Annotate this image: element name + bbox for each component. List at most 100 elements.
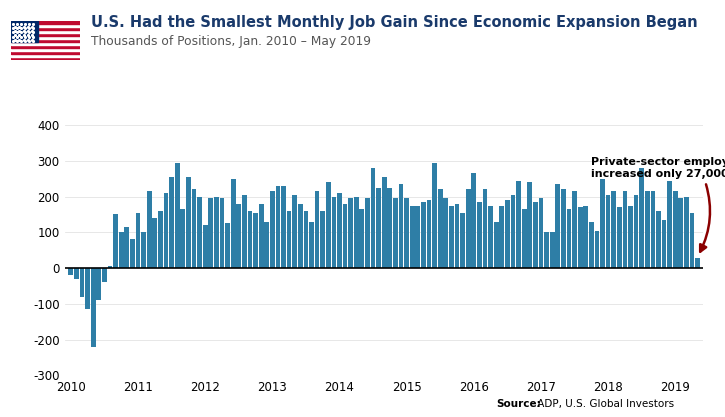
Bar xyxy=(370,168,376,268)
Bar xyxy=(449,206,454,268)
Bar xyxy=(432,163,437,268)
Bar xyxy=(483,189,487,268)
Bar xyxy=(348,198,353,268)
Bar xyxy=(376,188,381,268)
Bar xyxy=(656,211,661,268)
Bar xyxy=(354,196,359,268)
Bar xyxy=(11,30,80,33)
Bar xyxy=(667,181,672,268)
Bar xyxy=(673,191,678,268)
Bar xyxy=(634,195,639,268)
Bar xyxy=(337,193,342,268)
Bar xyxy=(203,225,207,268)
Bar xyxy=(11,27,80,30)
Bar xyxy=(130,239,135,268)
Bar xyxy=(315,191,320,268)
Bar xyxy=(281,186,286,268)
Bar xyxy=(191,189,196,268)
Bar xyxy=(343,204,347,268)
Bar xyxy=(522,209,526,268)
Bar xyxy=(265,221,269,268)
Bar xyxy=(628,206,633,268)
Bar xyxy=(623,191,627,268)
Bar xyxy=(158,211,163,268)
Bar xyxy=(11,54,80,58)
Bar xyxy=(331,196,336,268)
Bar xyxy=(304,211,308,268)
Bar xyxy=(74,268,79,279)
Bar xyxy=(421,202,426,268)
Bar xyxy=(589,221,594,268)
Bar xyxy=(152,218,157,268)
Bar xyxy=(298,204,302,268)
Bar xyxy=(214,196,219,268)
Bar xyxy=(11,39,80,42)
Bar xyxy=(286,211,291,268)
Bar xyxy=(169,177,174,268)
Bar xyxy=(181,209,185,268)
Bar xyxy=(645,191,650,268)
Bar xyxy=(11,45,80,48)
Bar xyxy=(617,207,621,268)
Bar xyxy=(242,195,246,268)
Bar xyxy=(102,268,107,282)
Bar xyxy=(533,202,538,268)
Bar xyxy=(544,232,549,268)
Bar xyxy=(197,196,202,268)
Text: Source:: Source: xyxy=(497,399,542,409)
Bar xyxy=(662,220,666,268)
Bar xyxy=(550,232,555,268)
Bar xyxy=(505,200,510,268)
Bar xyxy=(684,196,689,268)
Bar xyxy=(136,213,141,268)
Bar xyxy=(119,232,123,268)
Bar xyxy=(695,259,700,268)
Bar xyxy=(572,191,577,268)
Bar xyxy=(225,224,230,268)
Bar xyxy=(399,184,403,268)
Bar xyxy=(460,213,465,268)
Bar xyxy=(539,198,543,268)
Bar xyxy=(555,184,560,268)
Bar xyxy=(147,191,152,268)
Bar xyxy=(186,177,191,268)
Text: Thousands of Positions, Jan. 2010 – May 2019: Thousands of Positions, Jan. 2010 – May … xyxy=(91,35,370,48)
Bar xyxy=(320,211,325,268)
Bar xyxy=(516,181,521,268)
Bar xyxy=(220,198,224,268)
Bar xyxy=(488,206,493,268)
Bar xyxy=(247,211,252,268)
Bar xyxy=(107,266,112,268)
Bar xyxy=(594,231,600,268)
Bar xyxy=(477,202,482,268)
Bar xyxy=(444,198,448,268)
Bar xyxy=(11,58,80,60)
Bar xyxy=(80,268,84,296)
Bar xyxy=(141,232,146,268)
Bar xyxy=(164,193,168,268)
Text: Private-sector employment
increased only 27,000 April to May: Private-sector employment increased only… xyxy=(592,157,725,252)
Bar xyxy=(259,204,263,268)
Bar xyxy=(500,206,504,268)
Bar xyxy=(309,221,314,268)
Bar xyxy=(175,163,180,268)
Bar xyxy=(426,200,431,268)
Bar xyxy=(231,179,236,268)
Bar xyxy=(125,227,129,268)
Text: U.S. Had the Smallest Monthly Job Gain Since Economic Expansion Began: U.S. Had the Smallest Monthly Job Gain S… xyxy=(91,15,697,30)
Bar xyxy=(96,268,102,300)
Bar xyxy=(253,213,258,268)
Bar xyxy=(11,21,80,24)
Bar xyxy=(11,21,38,42)
Bar xyxy=(276,186,281,268)
Bar xyxy=(365,198,370,268)
Bar xyxy=(600,179,605,268)
Bar xyxy=(326,182,331,268)
Bar xyxy=(208,198,213,268)
Bar xyxy=(584,206,588,268)
Bar xyxy=(438,189,442,268)
Bar xyxy=(466,189,471,268)
Bar xyxy=(415,206,420,268)
Bar xyxy=(270,191,275,268)
Bar xyxy=(639,168,644,268)
